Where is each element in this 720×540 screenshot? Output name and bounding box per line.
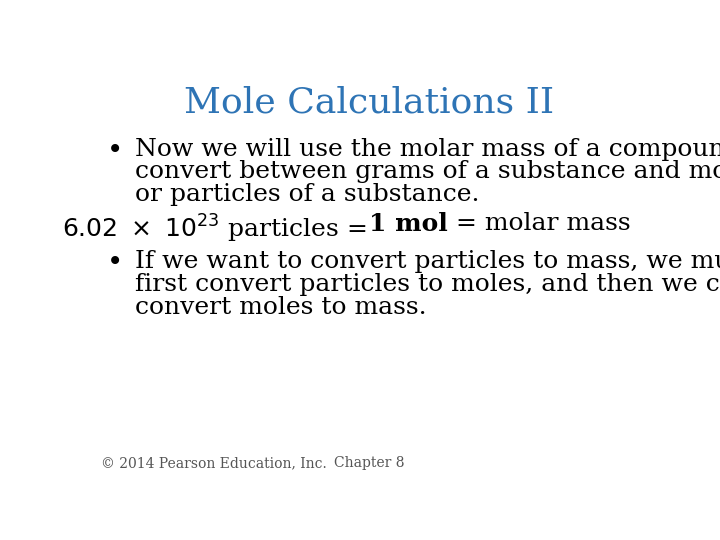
Text: convert moles to mass.: convert moles to mass. xyxy=(135,295,426,319)
Text: $6.02\ \times\ 10^{23}$ particles =: $6.02\ \times\ 10^{23}$ particles = xyxy=(62,212,369,245)
Text: •: • xyxy=(107,138,123,165)
Text: 1 mol: 1 mol xyxy=(369,212,448,237)
Text: © 2014 Pearson Education, Inc.: © 2014 Pearson Education, Inc. xyxy=(101,456,327,470)
Text: first convert particles to moles, and then we can: first convert particles to moles, and th… xyxy=(135,273,720,296)
Text: Mole Calculations II: Mole Calculations II xyxy=(184,85,554,119)
Text: = molar mass: = molar mass xyxy=(448,212,631,235)
Text: Chapter 8: Chapter 8 xyxy=(334,456,404,470)
Text: convert between grams of a substance and moles: convert between grams of a substance and… xyxy=(135,160,720,184)
Text: If we want to convert particles to mass, we must: If we want to convert particles to mass,… xyxy=(135,250,720,273)
Text: or particles of a substance.: or particles of a substance. xyxy=(135,183,479,206)
Text: Now we will use the molar mass of a compound to: Now we will use the molar mass of a comp… xyxy=(135,138,720,160)
Text: •: • xyxy=(107,250,123,277)
